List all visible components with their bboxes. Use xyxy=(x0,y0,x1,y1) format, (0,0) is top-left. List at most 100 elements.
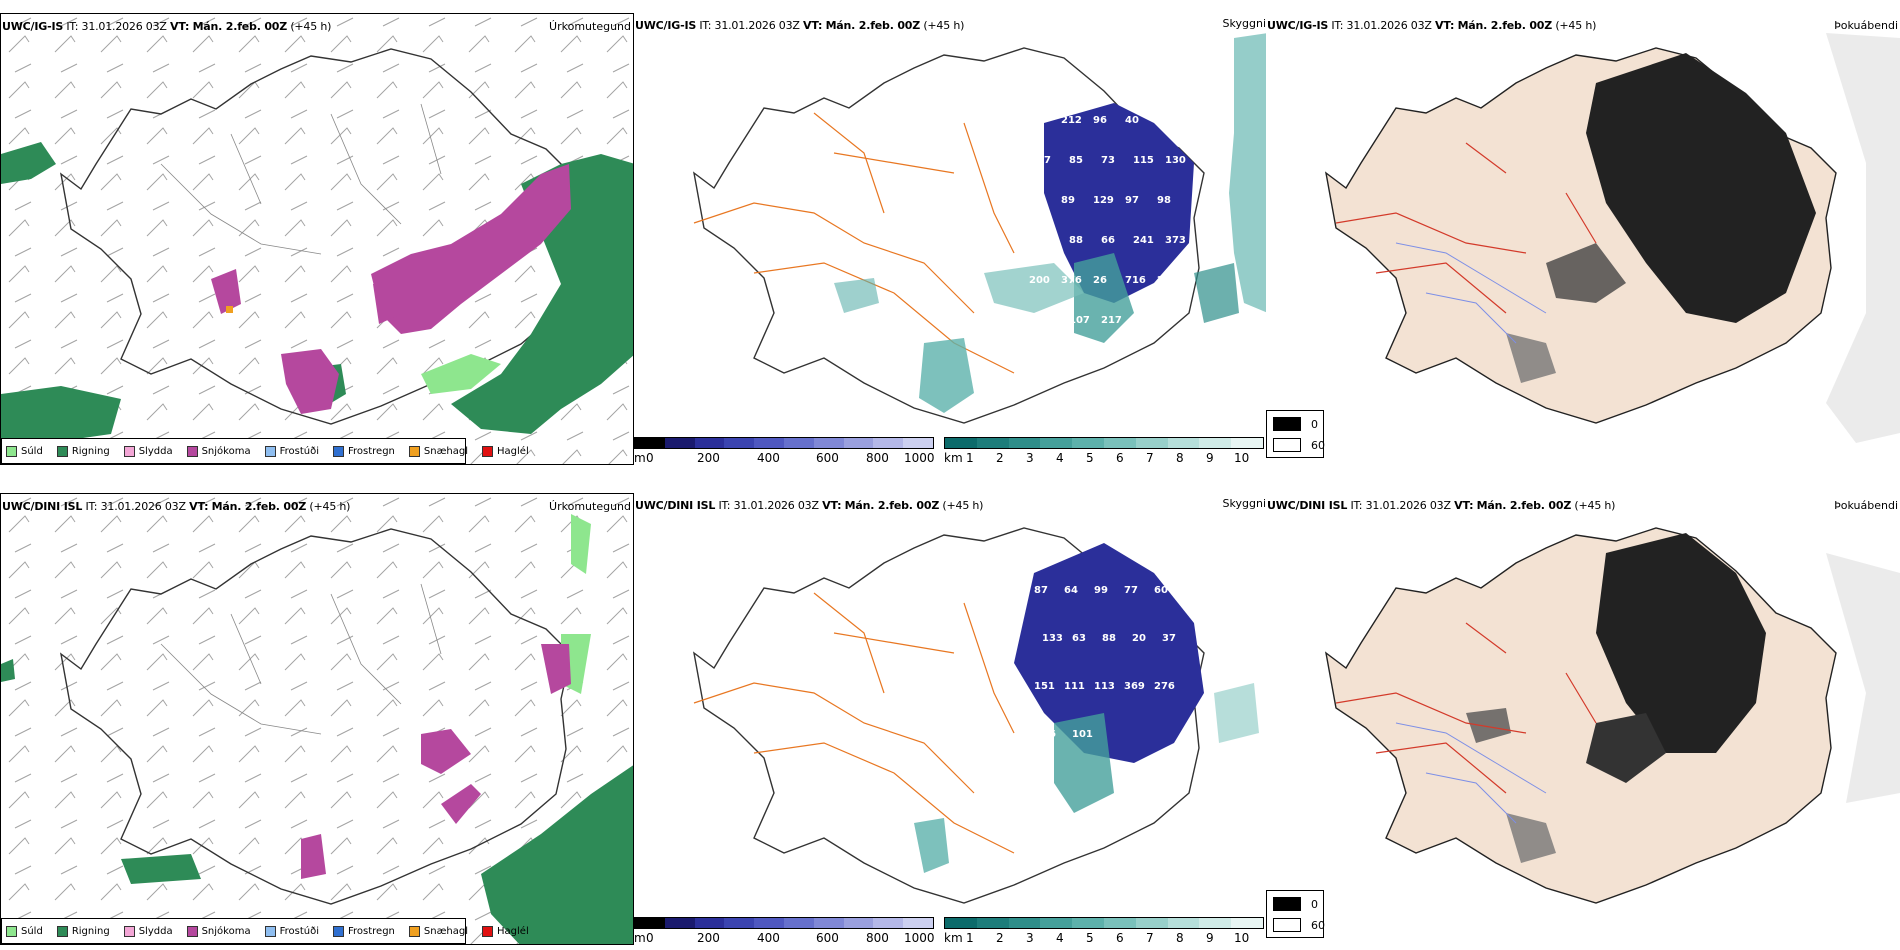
vis-tick: 9 xyxy=(1206,451,1214,465)
swatch xyxy=(264,445,276,457)
cloud-tick: 800 xyxy=(866,931,889,945)
legend-item: Rigning xyxy=(56,445,110,457)
vis-scale-unit: km xyxy=(944,931,963,945)
cloud-tick: 800 xyxy=(866,451,889,465)
cloud-base-value: 89 xyxy=(1029,115,1043,126)
cloud-base-value: 66 xyxy=(1101,235,1115,246)
cloud-base-value: 130 xyxy=(1165,155,1186,166)
legend-item: Snæhagl xyxy=(408,925,468,937)
panel-title: UWC/DINI ISL IT: 31.01.2026 03Z VT: Mán.… xyxy=(1267,499,1616,512)
legend-item: Frostúði xyxy=(264,925,319,937)
cloud-base-value: 276 xyxy=(1154,681,1175,692)
cloud-tick: 400 xyxy=(757,931,780,945)
fog-swatch xyxy=(1273,918,1301,932)
cloud-base-value: 98 xyxy=(1157,195,1171,206)
cloud-tick: 400 xyxy=(757,451,780,465)
cloud-base-value: 60 xyxy=(1154,585,1168,596)
legend-item: Rigning xyxy=(56,925,110,937)
cloud-base-value: 99 xyxy=(1094,585,1108,596)
cloud-tick: 1000 xyxy=(904,931,935,945)
cloud-base-value: 107 xyxy=(1069,315,1090,326)
legend-item: Haglél xyxy=(482,445,529,457)
cloud-base-labels-top: 89 212 96 40 78 97 85 73 115 130 92 89 129 97 98 105 88 6… xyxy=(1029,115,1186,326)
cloud-base-panel-top: Skyggni m 0 200 400 600 800 1000 km 1 2 … xyxy=(634,13,1268,465)
panel-title: UWC/DINI ISL IT: 31.01.2026 03Z VT: Mán.… xyxy=(635,499,984,512)
fog-swatch xyxy=(1273,417,1301,431)
swatch xyxy=(333,925,344,937)
precip-legend: Súld Rigning Slydda Snjókoma Frostúði Fr… xyxy=(1,438,529,464)
cloud-base-value: 200 xyxy=(1029,275,1050,286)
vis-tick: 3 xyxy=(1026,451,1034,465)
fog-index-panel-top: UWC/IG-IS IT: 31.01.2026 03Z VT: Mán. 2.… xyxy=(1266,13,1900,465)
cloud-base-value: 26 xyxy=(1042,729,1056,740)
cloud-base-value: 64 xyxy=(1064,585,1078,596)
panel-title: UWC/IG-IS IT: 31.01.2026 03Z VT: Mán. 2.… xyxy=(635,19,965,32)
legend-item: Snjókoma xyxy=(186,445,251,457)
cloud-base-value: 92 xyxy=(1029,195,1043,206)
swatch xyxy=(333,445,344,457)
cloud-base-panel-bottom: Skyggni m 0 200 400 600 800 1000 km 1 2 … xyxy=(634,493,1268,945)
swatch xyxy=(123,925,135,937)
iceland-outline xyxy=(59,528,572,905)
cloud-base-value: 111 xyxy=(1064,681,1085,692)
legend-item: Súld xyxy=(6,925,43,937)
cloud-base-value: 369 xyxy=(1124,681,1145,692)
vis-tick: 7 xyxy=(1146,931,1154,945)
legend-item: Slydda xyxy=(123,925,173,937)
vis-tick: 6 xyxy=(1116,931,1124,945)
cloud-base-value: 373 xyxy=(1165,235,1186,246)
legend-item: Súld xyxy=(6,445,43,457)
precip-type-panel-bottom: UWC/DINI ISL IT: 31.01.2026 03Z VT: Mán.… xyxy=(0,493,634,945)
vis-tick: 4 xyxy=(1056,451,1064,465)
cloud-tick: 0 xyxy=(646,931,654,945)
vis-tick: 8 xyxy=(1176,931,1184,945)
cloud-base-value: 113 xyxy=(1094,681,1115,692)
cloud-tick: 1000 xyxy=(904,451,935,465)
cloud-base-value: 96 xyxy=(1093,115,1107,126)
vis-scale-unit: km xyxy=(944,451,963,465)
iceland-outline xyxy=(692,527,1205,904)
cloud-base-value: 89 xyxy=(1061,195,1075,206)
cloud-base-value: 37 xyxy=(1162,633,1176,644)
cloud-base-labels-bottom: 87 64 99 77 60 133 63 88 20 37 151 111 113 369 276 26 10… xyxy=(1034,585,1176,740)
swatch xyxy=(6,445,17,457)
vis-tick: 10 xyxy=(1234,451,1250,465)
cloud-scale-unit: m xyxy=(634,931,646,945)
cloud-base-value: 101 xyxy=(1072,729,1093,740)
fog-swatch xyxy=(1273,897,1301,911)
cloud-scale-bar xyxy=(634,917,934,929)
panel-name: Skyggni xyxy=(1222,497,1266,510)
panel-name: Þokuábendi xyxy=(1834,19,1898,32)
swatch xyxy=(123,445,135,457)
cloud-base-value: 133 xyxy=(1042,633,1063,644)
legend-item: Frostregn xyxy=(333,925,395,937)
swatch xyxy=(186,445,198,457)
panel-name: Úrkomutegund xyxy=(549,20,631,33)
vis-tick: 2 xyxy=(996,931,1004,945)
iceland-land xyxy=(1324,527,1837,904)
cloud-scale-unit: m xyxy=(634,451,646,465)
cloud-base-value: 115 xyxy=(1133,155,1154,166)
vis-tick: 6 xyxy=(1116,451,1124,465)
cloud-base-value: 40 xyxy=(1125,115,1139,126)
legend-item: Frostúði xyxy=(264,445,319,457)
vis-tick: 10 xyxy=(1234,931,1250,945)
cloud-base-value: 217 xyxy=(1101,315,1122,326)
cloud-map-bottom xyxy=(692,527,1259,904)
swatch xyxy=(186,925,198,937)
fog-legend-top: 0 60 xyxy=(1266,410,1325,458)
swatch xyxy=(408,445,420,457)
swatch xyxy=(56,445,68,457)
cloud-tick: 200 xyxy=(697,931,720,945)
cloud-base-value: 241 xyxy=(1133,235,1154,246)
vis-tick: 4 xyxy=(1056,931,1064,945)
fog-index-panel-bottom: UWC/DINI ISL IT: 31.01.2026 03Z VT: Mán.… xyxy=(1266,493,1900,945)
cloud-tick: 200 xyxy=(697,451,720,465)
swatch xyxy=(56,925,68,937)
panel-name: Þokuábendi xyxy=(1834,499,1898,512)
cloud-tick: 600 xyxy=(816,931,839,945)
vis-tick: 8 xyxy=(1176,451,1184,465)
cloud-base-value: 77 xyxy=(1124,585,1138,596)
vis-tick: 7 xyxy=(1146,451,1154,465)
panel-name: Úrkomutegund xyxy=(549,500,631,513)
